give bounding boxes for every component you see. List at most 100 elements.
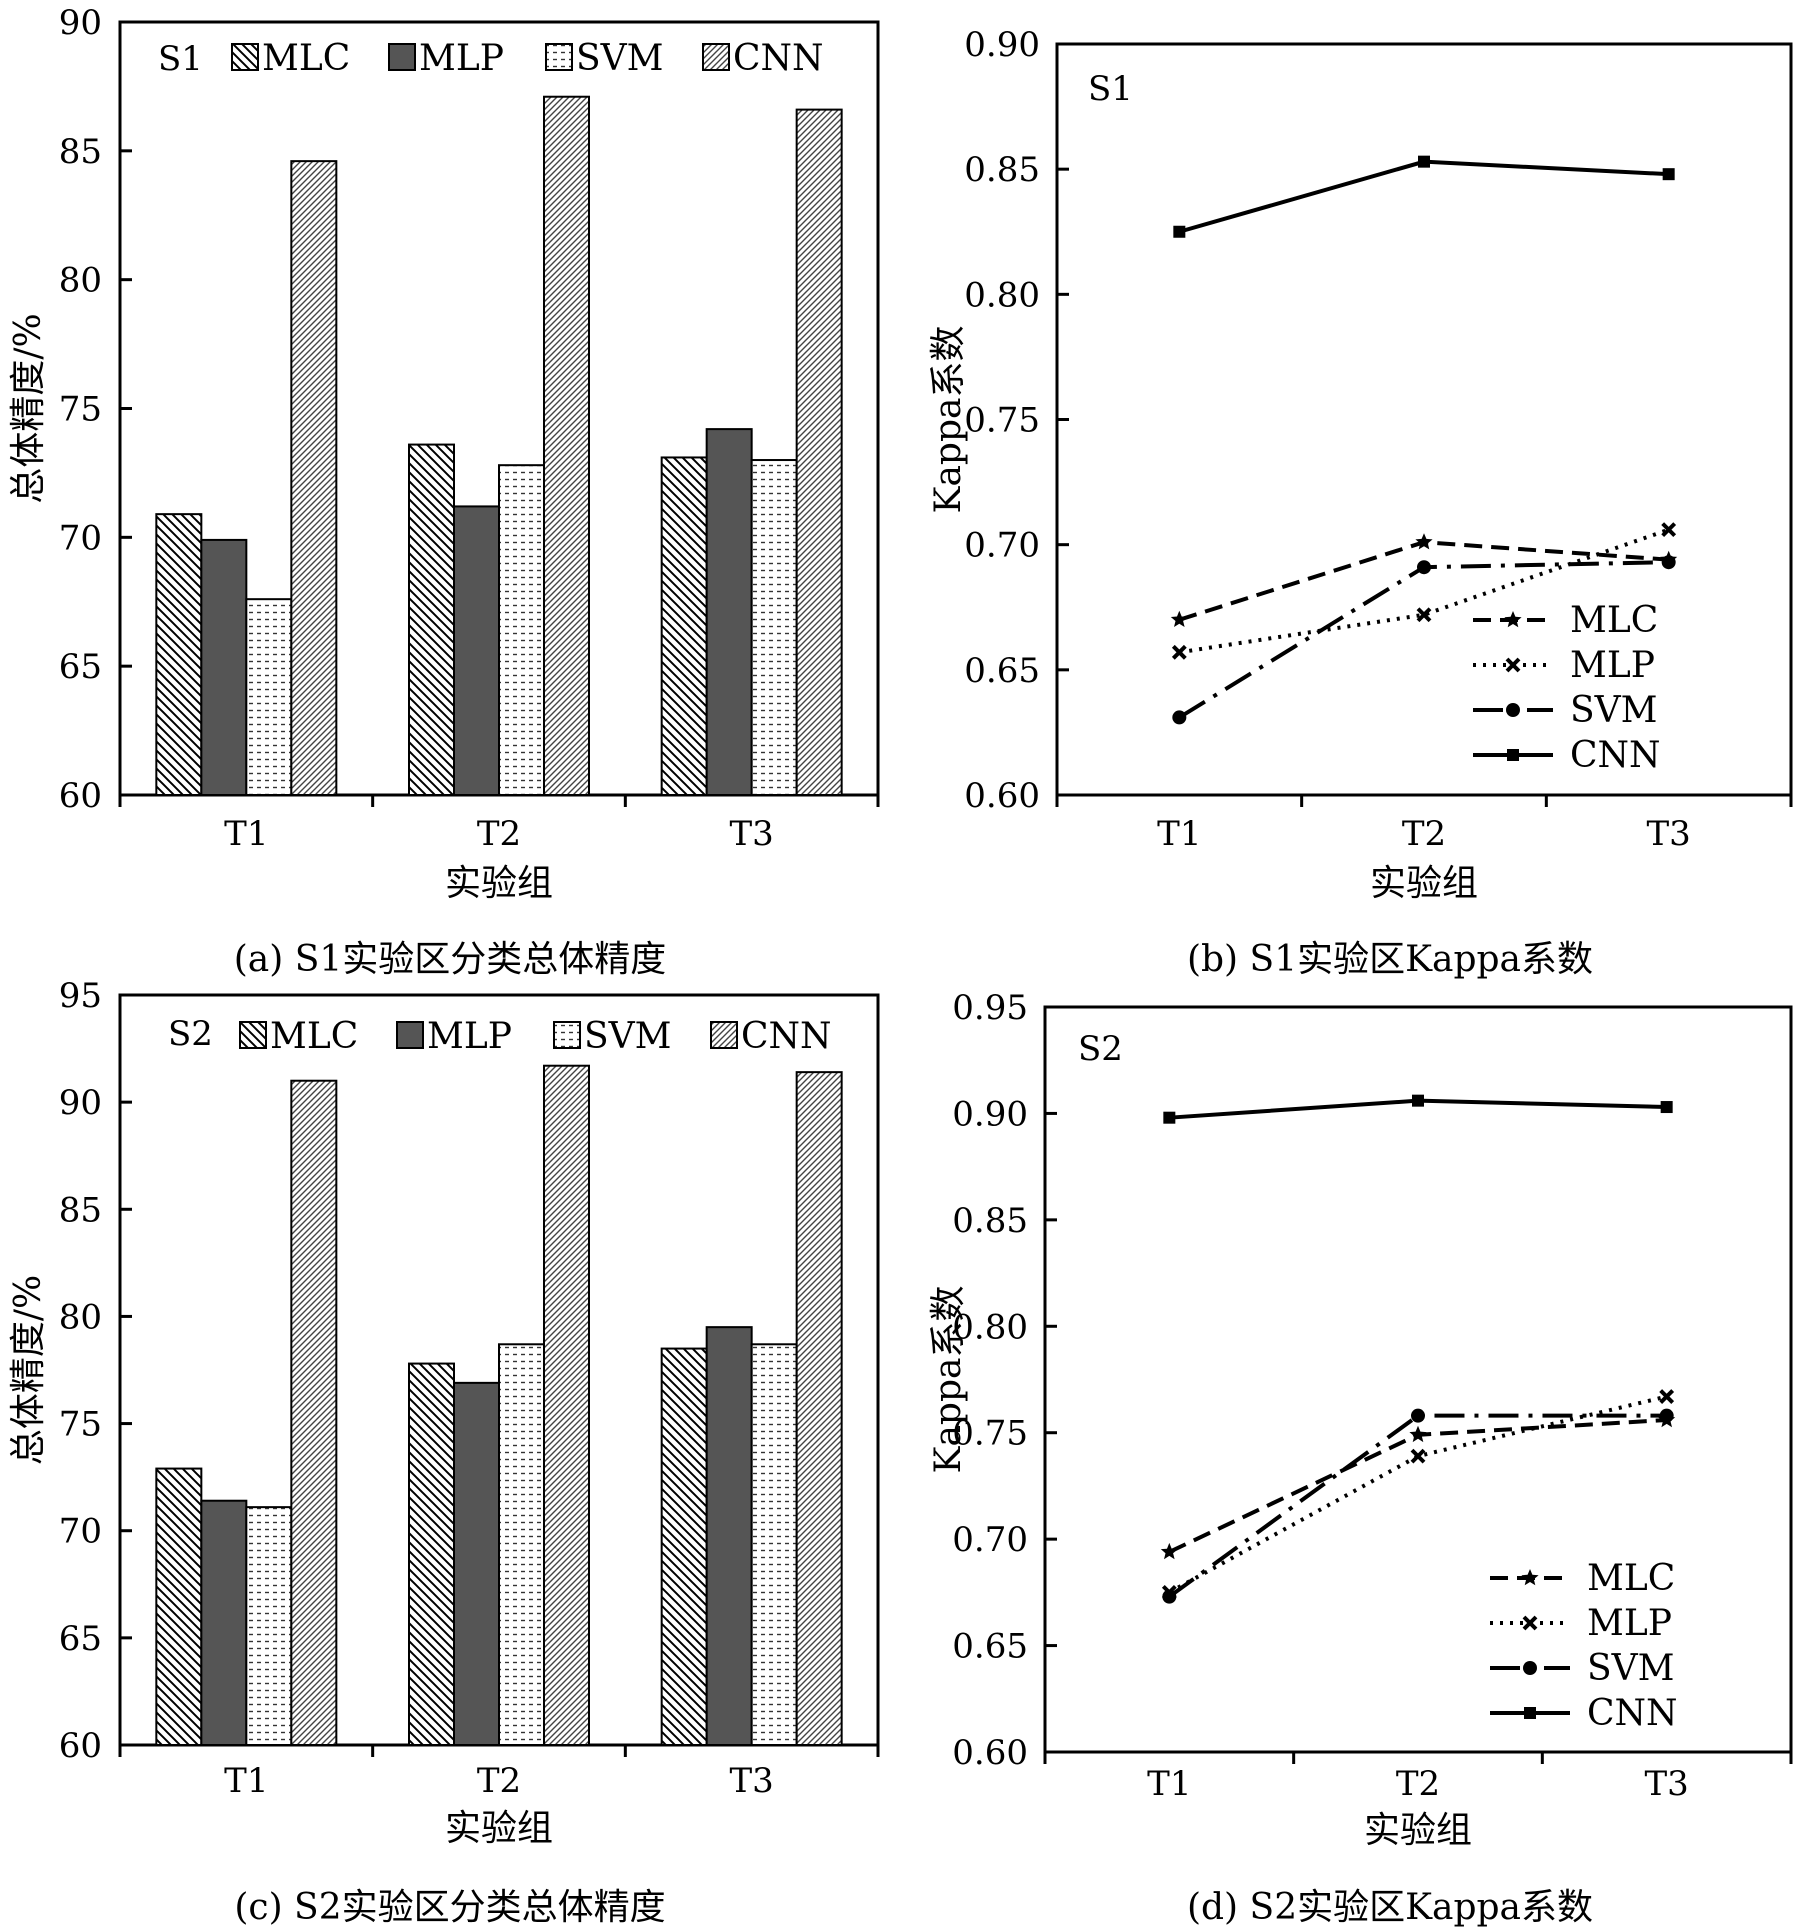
y-axis-title: Kappa系数 [928,326,969,514]
y-tick-label: 75 [59,390,102,430]
point-svm [1417,560,1431,575]
chart-panel-b: 0.60 0.65 0.70 0.75 0.80 0.85 0.90 T1 T2 T3 实验组 Kap… [900,0,1811,900]
chart-d: 0.60 0.65 0.70 0.75 0.80 0.85 0.90 0.95 T1 T2 T3 实验… [928,988,1793,1851]
y-axis-title: 总体精度/% [8,313,49,503]
legend-swatch-svm [545,43,573,71]
x-tick-label: T3 [730,1761,774,1801]
point-svm [1659,1408,1674,1423]
y-tick-label: 95 [59,980,102,1016]
point-cnn [1412,1094,1424,1107]
y-tick-label: 85 [59,1190,102,1230]
bar-mlc [155,1467,203,1746]
legend-swatch-cnn [702,43,730,71]
legend-label-svm: SVM [1570,690,1658,731]
caption-a: (a) S1实验区分类总体精度 [233,939,667,980]
y-tick-label: 0.70 [964,526,1040,566]
bar-cnn [543,95,590,797]
bar-cnn [543,1064,590,1746]
y-tick-label: 70 [59,518,102,558]
x-axis-title: 实验组 [445,1808,553,1849]
legend-label-cnn: CNN [733,38,824,79]
point-cnn [1660,1101,1673,1114]
panel-label: S1 [1088,69,1133,109]
chart-b: 0.60 0.65 0.70 0.75 0.80 0.85 0.90 T1 T2 T3 实验组 Kap… [928,25,1793,900]
y-tick-label: 0.80 [964,275,1040,315]
y-tick-label: 0.65 [964,651,1040,691]
point-svm [1661,555,1676,570]
bar-svm [245,1506,293,1747]
y-tick-label: 70 [59,1512,102,1552]
caption-d: (d) S2实验区Kappa系数 [1186,1887,1594,1928]
x-tick-label: T3 [730,814,774,854]
bar-mlc [408,1362,455,1746]
y-tick-label: 0.60 [952,1733,1028,1773]
point-mlc [1170,610,1188,627]
legend-swatch-mlp [388,43,416,71]
legend-label-mlp: MLP [1587,1603,1672,1644]
caption-b: (b) S1实验区Kappa系数 [1186,939,1594,980]
x-tick-label: T2 [1396,1764,1440,1804]
y-tick-label: 0.85 [964,150,1040,190]
bar-svm [245,598,293,796]
bar-mlp [200,1499,248,1747]
bar-mlp [453,1381,500,1746]
point-mlp [1171,644,1187,660]
legend-marker-mlp [1522,1615,1538,1631]
chart-panel-c: 60 65 70 75 80 85 90 95 T1 T2 T3 实验组 总体精度/% S2 MLC MLP S… [0,980,900,1860]
x-tick-label: T2 [1402,814,1446,854]
point-mlp [1416,607,1432,623]
point-cnn [1163,1111,1176,1124]
panel-label: S2 [1078,1029,1123,1069]
y-tick-label: 0.85 [952,1201,1028,1241]
bar-mlp [705,1326,753,1746]
legend-label-cnn: CNN [1570,735,1661,776]
legend-marker-mlc [1521,1569,1539,1586]
x-tick-label: T3 [1645,1764,1689,1804]
x-tick-label: T1 [1147,1764,1191,1804]
y-tick-label: 65 [59,647,102,687]
plot-frame [1043,1005,1793,1754]
y-tick-label: 0.80 [952,1307,1028,1347]
point-svm [1411,1408,1425,1423]
y-tick-label: 75 [59,1405,102,1445]
caption-c: (c) S2实验区分类总体精度 [234,1887,666,1928]
x-axis-title: 实验组 [1364,1810,1472,1851]
legend-label-cnn: CNN [1587,1693,1678,1734]
point-mlc [1415,533,1433,550]
chart-panel-d: 0.60 0.65 0.70 0.75 0.80 0.85 0.90 0.95 T1 T2 T3 实验… [900,980,1811,1860]
y-tick-label: 0.70 [952,1520,1028,1560]
legend-marker-svm [1506,703,1520,717]
bar-svm [498,1343,545,1746]
bar-mlc [660,456,708,796]
legend-swatch-mlc [239,1021,267,1049]
point-cnn [1173,225,1186,238]
legend-swatch-svm [553,1021,581,1049]
legend-swatch-cnn [710,1021,738,1049]
bar-cnn [795,108,843,796]
point-mlp [1659,1389,1675,1404]
legend-label-mlc: MLC [1587,1558,1675,1599]
chart-panel-a: 60 65 70 75 80 85 90 T1 T2 T3 实验组 总体精度/% S1 MLC MLP SVM… [0,0,900,900]
bar-svm [750,459,798,796]
y-tick-label: 0.95 [952,988,1028,1028]
y-tick-label: 0.60 [964,776,1040,816]
x-axis-title: 实验组 [445,863,553,900]
line-mlc [1168,1417,1667,1554]
x-tick-label: T2 [477,814,521,854]
legend-label-mlp: MLP [1570,645,1655,686]
legend-label-svm: SVM [576,38,664,79]
y-axis-title: 总体精度/% [8,1275,49,1465]
point-cnn [1418,155,1430,168]
bar-cnn [290,160,338,796]
bar-mlp [705,428,753,796]
legend-label-mlc: MLC [262,38,350,79]
y-tick-label: 80 [59,1297,102,1337]
y-tick-label: 90 [59,3,102,43]
y-axis-title: Kappa系数 [928,1286,969,1474]
bar-mlp [200,538,248,796]
legend-marker-cnn [1507,749,1519,761]
legend-label-mlc: MLC [1570,600,1658,641]
y-tick-label: 0.65 [952,1627,1028,1667]
x-tick-label: T1 [1157,814,1201,854]
panel-label: S2 [168,1014,213,1054]
